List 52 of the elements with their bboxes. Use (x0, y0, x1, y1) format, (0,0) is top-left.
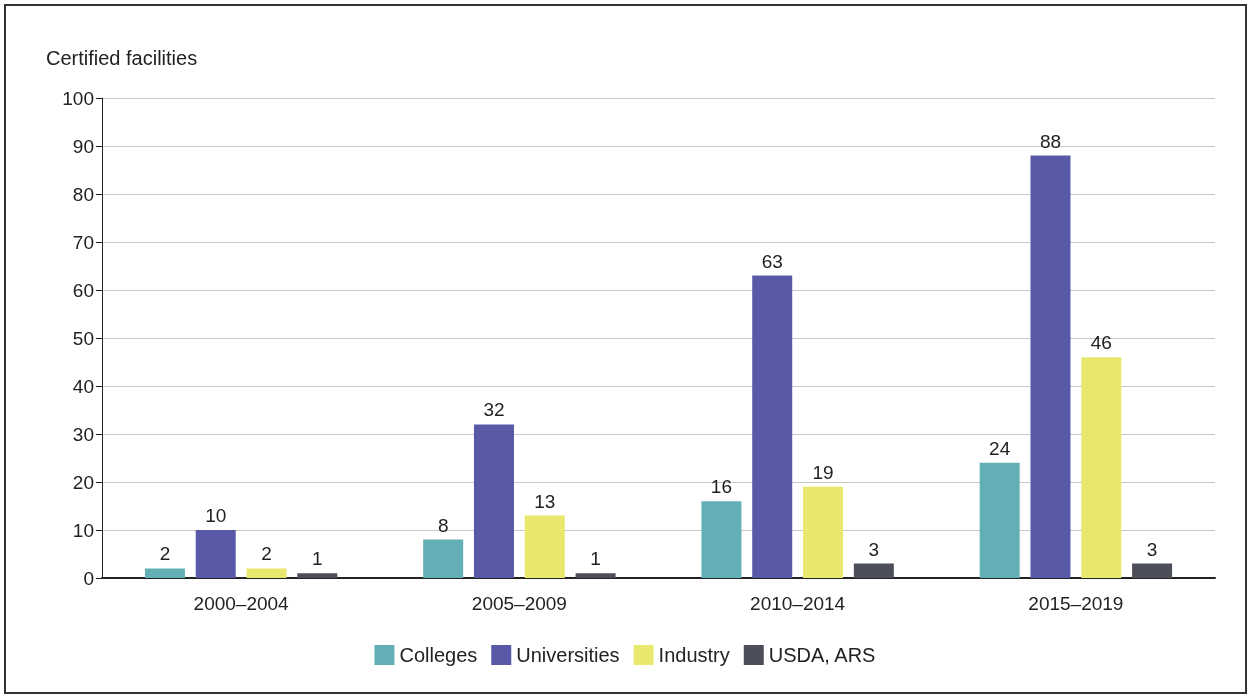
bar (1132, 563, 1173, 578)
bar (297, 573, 338, 578)
data-label: 3 (868, 538, 880, 560)
data-label: 24 (989, 437, 1011, 459)
data-label: 46 (1090, 332, 1112, 354)
legend-label: Colleges (399, 644, 478, 666)
bar (803, 486, 844, 578)
y-axis-title: Certified facilities (46, 47, 198, 69)
y-tick-label: 90 (72, 135, 94, 157)
data-label: 1 (590, 548, 601, 570)
y-tick-label: 30 (72, 423, 94, 445)
data-label: 8 (437, 514, 449, 536)
bar (195, 530, 236, 578)
bar (423, 539, 464, 578)
legend-label: Universities (516, 644, 620, 666)
y-tick-label: 70 (72, 231, 94, 253)
data-label: 32 (483, 399, 505, 421)
data-label: 13 (534, 490, 556, 512)
y-tick-label: 0 (83, 567, 94, 589)
x-tick-label: 2005–2009 (471, 593, 567, 614)
y-tick-label: 20 (72, 471, 94, 493)
bar (575, 573, 616, 578)
bar (701, 501, 742, 578)
bar (853, 563, 894, 578)
data-label: 16 (710, 476, 732, 498)
bar (1030, 155, 1071, 578)
data-label: 88 (1039, 130, 1062, 152)
y-tick-label: 80 (72, 183, 94, 205)
bar (979, 462, 1020, 578)
y-tick-label: 10 (72, 519, 94, 541)
x-tick-label: 2015–2019 (1028, 593, 1124, 614)
bar (246, 568, 287, 578)
bar (752, 275, 793, 578)
x-tick-label: 2010–2014 (750, 593, 846, 614)
data-label: 3 (1146, 538, 1158, 560)
data-label: 1 (312, 548, 323, 570)
bar (473, 424, 514, 578)
y-tick-label: 40 (72, 375, 94, 397)
x-tick-label: 2000–2004 (193, 593, 290, 614)
data-label: 19 (812, 461, 834, 483)
data-label: 63 (761, 250, 783, 272)
data-label: 10 (205, 505, 227, 526)
bar (144, 568, 185, 578)
y-tick-label: 50 (72, 327, 94, 349)
data-label: 2 (261, 543, 272, 565)
bar (1081, 357, 1122, 578)
y-tick-label: 100 (62, 87, 94, 109)
legend-label: Industry (658, 644, 730, 666)
bar (524, 515, 565, 578)
data-label: 2 (159, 543, 171, 565)
legend-label: USDA, ARS (768, 644, 876, 666)
y-tick-label: 60 (72, 279, 94, 301)
